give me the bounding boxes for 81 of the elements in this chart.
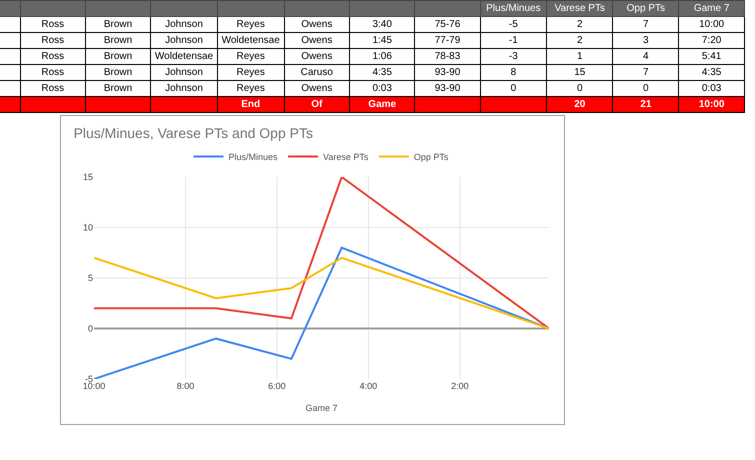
text: Ross xyxy=(20,48,86,64)
text: Brown xyxy=(85,80,151,96)
legend-label: Varese PTs xyxy=(323,152,369,162)
text: 0:03 xyxy=(350,80,415,96)
text: 7:20 xyxy=(678,32,744,48)
text: Reyes xyxy=(217,16,284,32)
text: 21 xyxy=(612,96,679,112)
text: Owens xyxy=(284,32,350,48)
text: Ross xyxy=(20,64,86,80)
x-tick-label: 8:00 xyxy=(176,381,194,391)
y-tick-label: 10 xyxy=(82,222,93,233)
category-label: Game 7 xyxy=(678,0,744,16)
text: 15 xyxy=(546,64,613,80)
text: Brown xyxy=(85,64,151,80)
line-series xyxy=(94,177,549,330)
text: 77-79 xyxy=(414,32,480,48)
text: Of xyxy=(284,96,350,112)
category-label: Varese PTs xyxy=(546,0,613,16)
text: 20 xyxy=(546,96,613,112)
text: 0 xyxy=(546,80,613,96)
text: 7 xyxy=(612,64,679,80)
text: 3 xyxy=(612,32,679,48)
y-tick-label: 15 xyxy=(82,172,93,182)
y-tick-label: 0 xyxy=(88,324,93,334)
text: Owens xyxy=(284,48,350,64)
chart-title: Plus/Minues, Varese PTs and Opp PTs xyxy=(74,125,313,142)
y-tick-label: 5 xyxy=(88,273,93,284)
text: 5:41 xyxy=(678,48,744,64)
text: 4:35 xyxy=(678,64,744,80)
text: 93-90 xyxy=(414,80,480,96)
text: 0 xyxy=(612,80,679,96)
text: 4:35 xyxy=(350,64,415,80)
text: Game xyxy=(350,96,415,112)
text: 10:00 xyxy=(678,16,744,32)
category-label: Plus/Minues xyxy=(480,0,547,16)
text: Reyes xyxy=(217,80,284,96)
text: Brown xyxy=(85,32,151,48)
text: 2 xyxy=(546,16,613,32)
text: Brown xyxy=(85,48,151,64)
text: 3:40 xyxy=(350,16,415,32)
text: 1:45 xyxy=(350,32,415,48)
text: 0 xyxy=(480,80,547,96)
text: 1:06 xyxy=(350,48,415,64)
text: Ross xyxy=(20,80,86,96)
text: 4 xyxy=(612,48,679,64)
text: Johnson xyxy=(150,32,218,48)
text: Ross xyxy=(20,32,86,48)
text: 0:03 xyxy=(678,80,744,96)
text: -3 xyxy=(480,48,547,64)
text: 75-76 xyxy=(414,16,480,32)
text: Reyes xyxy=(217,48,284,64)
text: Johnson xyxy=(150,16,218,32)
text: End xyxy=(217,96,284,112)
text: Woldetensae xyxy=(217,32,284,48)
x-axis-title: Game 7 xyxy=(305,402,338,413)
legend-label: Opp PTs xyxy=(414,152,449,162)
text: 93-90 xyxy=(414,64,480,80)
text: 2 xyxy=(546,32,613,48)
text: Brown xyxy=(85,16,151,32)
text: Woldetensae xyxy=(150,48,218,64)
text: 10:00 xyxy=(678,96,744,112)
text: Owens xyxy=(284,80,350,96)
text: Owens xyxy=(284,16,350,32)
text: Ross xyxy=(20,16,86,32)
text: -1 xyxy=(480,32,547,48)
x-tick-label: 6:00 xyxy=(268,381,286,391)
text: Reyes xyxy=(217,64,284,80)
x-tick-label: 2:00 xyxy=(451,381,469,391)
category-label: Opp PTs xyxy=(612,0,679,16)
text: Johnson xyxy=(150,64,218,80)
legend-label: Plus/Minues xyxy=(228,152,278,162)
text: 7 xyxy=(612,16,679,32)
text: Caruso xyxy=(284,64,350,80)
x-tick-label: 4:00 xyxy=(360,381,378,391)
x-tick-label: 10:00 xyxy=(82,381,106,391)
line-series xyxy=(94,256,549,330)
text: -5 xyxy=(480,16,547,32)
text: 78-83 xyxy=(414,48,480,64)
text: 8 xyxy=(480,64,547,80)
text: 1 xyxy=(546,48,613,64)
text: Johnson xyxy=(150,80,218,96)
